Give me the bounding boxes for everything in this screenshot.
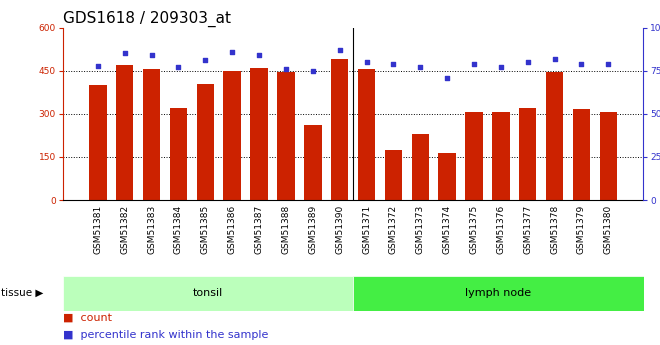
Bar xyxy=(277,72,294,200)
Bar xyxy=(353,276,644,310)
Point xyxy=(147,52,157,58)
Text: GSM51387: GSM51387 xyxy=(255,205,263,254)
Text: GSM51382: GSM51382 xyxy=(120,205,129,254)
Text: GSM51385: GSM51385 xyxy=(201,205,210,254)
Point xyxy=(361,59,372,65)
Text: GSM51375: GSM51375 xyxy=(469,205,478,254)
Point xyxy=(173,65,183,70)
Text: GSM51374: GSM51374 xyxy=(443,205,451,254)
Bar xyxy=(89,85,106,200)
Bar xyxy=(116,65,133,200)
Point xyxy=(92,63,103,68)
Bar xyxy=(412,134,429,200)
Point xyxy=(119,51,130,56)
Bar xyxy=(170,108,187,200)
Text: GSM51384: GSM51384 xyxy=(174,205,183,254)
Bar xyxy=(304,125,321,200)
Point xyxy=(469,61,479,67)
Text: GSM51377: GSM51377 xyxy=(523,205,532,254)
Text: GSM51380: GSM51380 xyxy=(604,205,613,254)
Text: GSM51376: GSM51376 xyxy=(496,205,506,254)
Text: GSM51388: GSM51388 xyxy=(281,205,290,254)
Bar xyxy=(63,276,353,310)
Point xyxy=(200,58,211,63)
Point xyxy=(549,56,560,61)
Bar xyxy=(600,112,617,200)
Bar xyxy=(197,84,214,200)
Bar xyxy=(465,112,482,200)
Bar xyxy=(250,68,268,200)
Point xyxy=(576,61,587,67)
Text: GSM51371: GSM51371 xyxy=(362,205,371,254)
Bar xyxy=(143,69,160,200)
Point xyxy=(335,47,345,53)
Text: ■  percentile rank within the sample: ■ percentile rank within the sample xyxy=(63,330,268,340)
Text: GSM51389: GSM51389 xyxy=(308,205,317,254)
Bar xyxy=(573,109,590,200)
Text: GSM51386: GSM51386 xyxy=(228,205,237,254)
Point xyxy=(308,68,318,73)
Point xyxy=(603,61,614,67)
Point xyxy=(227,49,238,55)
Text: GSM51379: GSM51379 xyxy=(577,205,586,254)
Text: tonsil: tonsil xyxy=(193,288,223,298)
Bar xyxy=(385,150,402,200)
Point xyxy=(388,61,399,67)
Text: GSM51378: GSM51378 xyxy=(550,205,559,254)
Text: GSM51381: GSM51381 xyxy=(93,205,102,254)
Point xyxy=(280,66,291,72)
Point xyxy=(415,65,426,70)
Point xyxy=(523,59,533,65)
Bar xyxy=(546,72,564,200)
Text: lymph node: lymph node xyxy=(465,288,531,298)
Bar xyxy=(492,111,510,200)
Text: tissue ▶: tissue ▶ xyxy=(1,288,44,298)
Text: GSM51372: GSM51372 xyxy=(389,205,398,254)
Bar xyxy=(519,108,537,200)
Text: GDS1618 / 209303_at: GDS1618 / 209303_at xyxy=(63,10,231,27)
Text: GSM51383: GSM51383 xyxy=(147,205,156,254)
Bar xyxy=(358,69,376,200)
Point xyxy=(496,65,506,70)
Point xyxy=(254,52,265,58)
Bar xyxy=(224,71,241,200)
Text: GSM51390: GSM51390 xyxy=(335,205,344,254)
Text: ■  count: ■ count xyxy=(63,313,112,323)
Bar xyxy=(438,153,456,200)
Bar xyxy=(331,59,348,200)
Text: GSM51373: GSM51373 xyxy=(416,205,425,254)
Point xyxy=(442,75,452,80)
